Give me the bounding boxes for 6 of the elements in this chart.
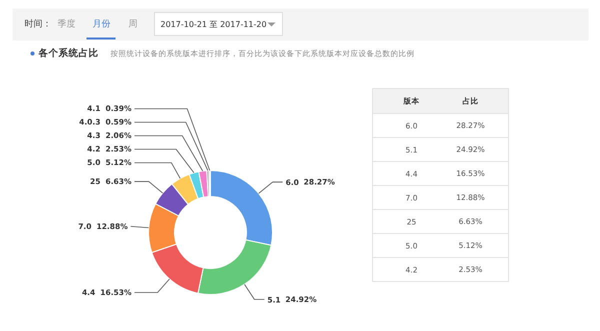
text: 季度 (58, 18, 76, 30)
text: 月份 (92, 18, 110, 30)
text: 时间： (24, 18, 52, 30)
chart-title: 各个系统占比 (38, 47, 98, 59)
text: 2017-10-21 至 2017-11-20 (160, 20, 267, 29)
text: 周 (128, 18, 138, 30)
